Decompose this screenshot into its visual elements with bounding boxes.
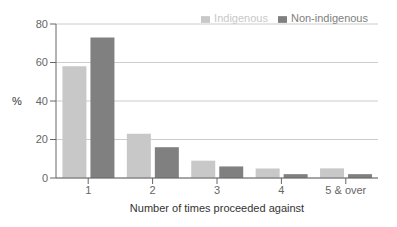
svg-text:3: 3 [214, 184, 220, 196]
svg-text:40: 40 [36, 95, 48, 107]
svg-text:1: 1 [85, 184, 91, 196]
svg-text:Number of times proceeded agai: Number of times proceeded against [130, 202, 304, 214]
svg-text:5 & over: 5 & over [325, 184, 366, 196]
html-text:Indigenous: Indigenous [214, 12, 268, 24]
svg-text:0: 0 [42, 172, 48, 184]
svg-text:60: 60 [36, 56, 48, 68]
svg-text:%: % [12, 95, 22, 107]
html-text:Non-indigenous: Non-indigenous [290, 12, 368, 24]
svg-text:20: 20 [36, 133, 48, 145]
svg-text:80: 80 [36, 18, 48, 30]
svg-text:2: 2 [150, 184, 156, 196]
svg-text:4: 4 [278, 184, 284, 196]
